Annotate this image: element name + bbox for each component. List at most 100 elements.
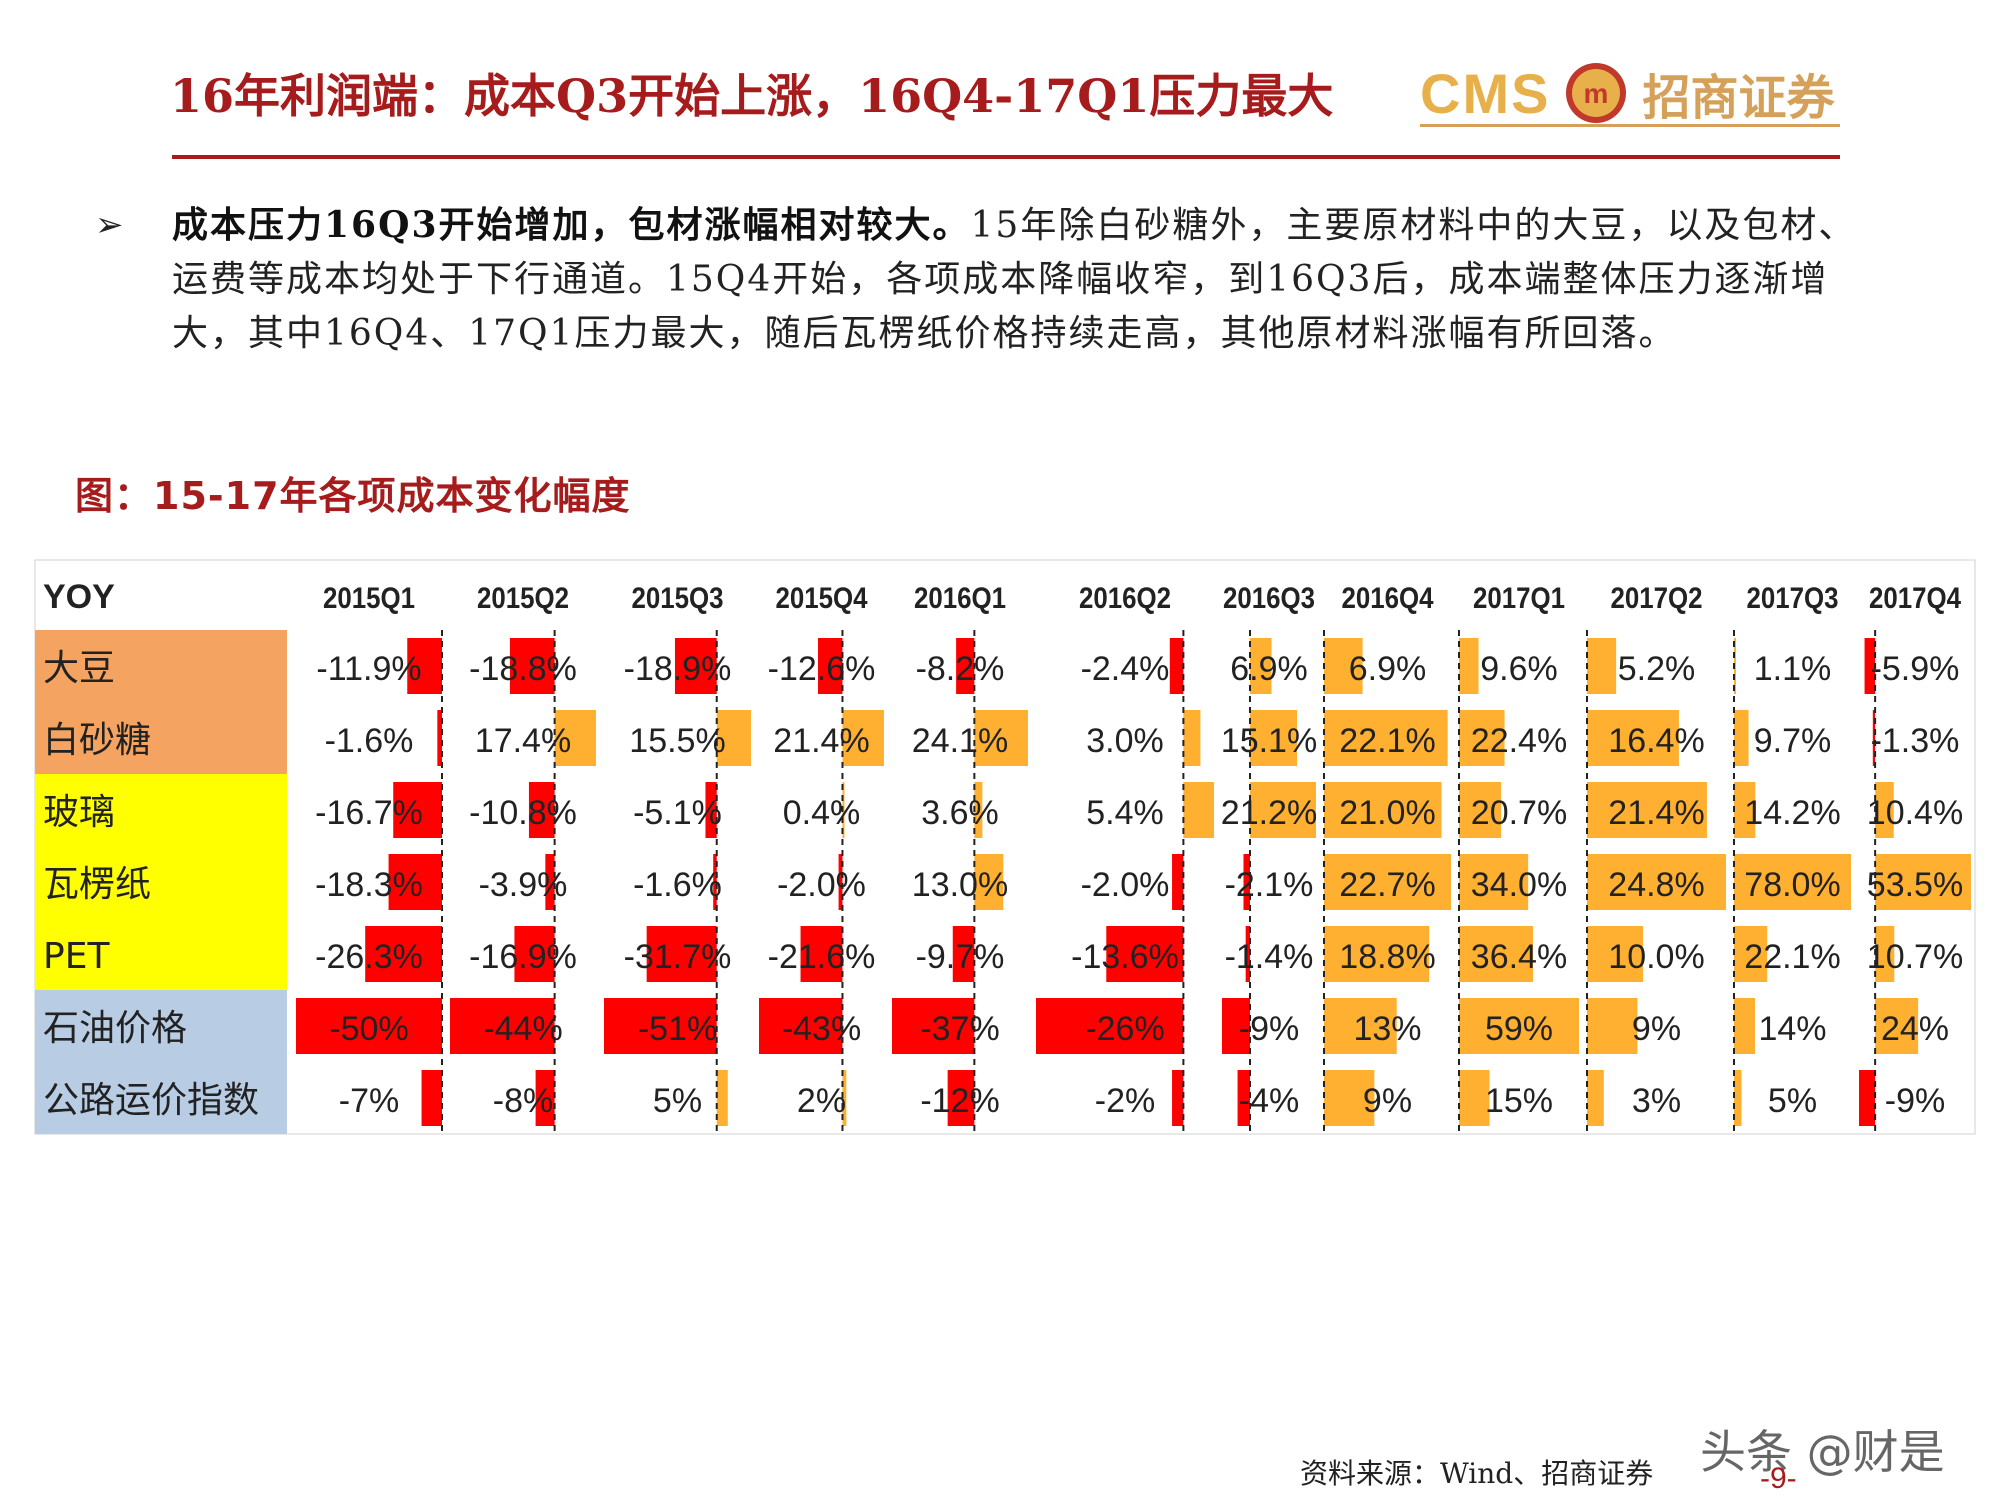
cell-value: 21.2%: [1221, 794, 1317, 832]
data-bar: [1875, 998, 1919, 1054]
cell-value: 6.9%: [1230, 650, 1308, 688]
row-name: 瓦楞纸: [43, 864, 151, 905]
cell-value: -26%: [1085, 1010, 1164, 1048]
data-bar: [759, 998, 843, 1054]
cell-value: -11.9%: [316, 650, 421, 688]
cell-value: 6.9%: [1349, 650, 1427, 688]
data-bar: [716, 1070, 728, 1126]
cell-value: 9%: [1363, 1082, 1412, 1120]
cell-value: -50%: [329, 1010, 408, 1048]
data-bar: [1324, 854, 1451, 910]
cell-value: -16.9%: [469, 938, 577, 976]
cell-value: 53.5%: [1867, 866, 1963, 904]
data-bar: [604, 998, 717, 1054]
data-bar: [514, 926, 555, 982]
data-bar: [1169, 638, 1184, 694]
cell-value: 22.1%: [1339, 722, 1435, 760]
column-header: 2015Q2: [477, 582, 569, 615]
data-bar: [974, 782, 983, 838]
data-bar: [1875, 926, 1895, 982]
data-bar: [1587, 998, 1638, 1054]
data-bar: [1324, 638, 1363, 694]
row-name-cell: [35, 702, 287, 774]
data-bar: [1587, 854, 1726, 910]
cell-value: 0.4%: [783, 794, 861, 832]
cell-value: -5.9%: [1871, 650, 1960, 688]
data-bar: [1875, 782, 1894, 838]
cell-value: 36.4%: [1471, 938, 1567, 976]
data-bar: [1237, 1070, 1251, 1126]
cell-value: 9.6%: [1480, 650, 1558, 688]
cell-value: -18.3%: [315, 866, 423, 904]
data-bar: [1459, 926, 1534, 982]
data-bar: [892, 998, 975, 1054]
row-name: 白砂糖: [43, 720, 151, 761]
cell-value: 3.6%: [921, 794, 999, 832]
cell-value: 16.4%: [1608, 722, 1704, 760]
data-bar: [535, 1070, 555, 1126]
cell-value: 5%: [1768, 1082, 1817, 1120]
svg-text:m: m: [1584, 78, 1609, 109]
data-bar: [296, 998, 442, 1054]
cell-value: -4%: [1239, 1082, 1299, 1120]
row-name-cell: [35, 990, 287, 1062]
data-bar: [528, 782, 555, 838]
cell-value: 22.4%: [1471, 722, 1567, 760]
cell-value: -16.7%: [315, 794, 423, 832]
cell-value: -1.3%: [1871, 722, 1960, 760]
cell-value: 15%: [1485, 1082, 1553, 1120]
data-bar: [1036, 998, 1184, 1054]
data-bar: [1734, 854, 1851, 910]
cell-value: -10.8%: [469, 794, 577, 832]
data-bar: [838, 854, 843, 910]
cell-value: -18.9%: [624, 650, 732, 688]
cell-value: -44%: [483, 1010, 562, 1048]
data-bar: [1587, 710, 1679, 766]
page-number: -9-: [1760, 1462, 1797, 1495]
data-bar: [1324, 998, 1397, 1054]
cell-value: -1.4%: [1225, 938, 1314, 976]
data-bar: [1734, 710, 1749, 766]
cell-value: 5.2%: [1618, 650, 1696, 688]
cell-value: 3%: [1632, 1082, 1681, 1120]
data-bar: [842, 1070, 847, 1126]
cell-value: 15.1%: [1221, 722, 1317, 760]
bullet-paragraph: 成本压力16Q3开始增加，包材涨幅相对较大。15年除白砂糖外，主要原材料中的大豆…: [172, 198, 1892, 361]
cell-value: 9%: [1632, 1010, 1681, 1048]
data-bar: [1872, 710, 1876, 766]
row-name: PET: [43, 936, 110, 977]
data-bar: [1250, 638, 1272, 694]
cell-value: 13%: [1353, 1010, 1421, 1048]
row-name: 公路运价指数: [43, 1080, 259, 1121]
cell-value: -12%: [920, 1082, 999, 1120]
data-bar: [974, 854, 1004, 910]
data-bar: [1875, 854, 1971, 910]
cell-value: -2.4%: [1081, 650, 1170, 688]
column-header: 2015Q4: [776, 582, 868, 615]
cell-value: 21.0%: [1339, 794, 1435, 832]
cell-value: 59%: [1485, 1010, 1553, 1048]
row-name-cell: [35, 846, 287, 918]
data-bar: [674, 638, 717, 694]
data-bar: [1172, 1070, 1184, 1126]
bullet-bold-text: 成本压力16Q3开始增加，包材涨幅相对较大。: [172, 204, 971, 246]
cell-value: -13.6%: [1071, 938, 1179, 976]
cell-value: -12.6%: [768, 650, 876, 688]
data-bar: [952, 926, 975, 982]
row-name: 玻璃: [43, 792, 115, 833]
cell-value: 14.2%: [1744, 794, 1840, 832]
data-bar: [1587, 782, 1707, 838]
cell-value: 21.4%: [773, 722, 869, 760]
cell-value: -43%: [782, 1010, 861, 1048]
logo-emblem-icon: m: [1566, 63, 1627, 123]
column-header: 2015Q3: [632, 582, 724, 615]
logo-cms-text: CMS: [1420, 61, 1551, 125]
data-bar: [1587, 638, 1617, 694]
cell-value: -1.6%: [633, 866, 722, 904]
cell-value: -1.6%: [325, 722, 414, 760]
data-bar: [437, 710, 442, 766]
data-bar: [1324, 710, 1448, 766]
data-bar: [407, 638, 442, 694]
cell-value: 78.0%: [1744, 866, 1840, 904]
